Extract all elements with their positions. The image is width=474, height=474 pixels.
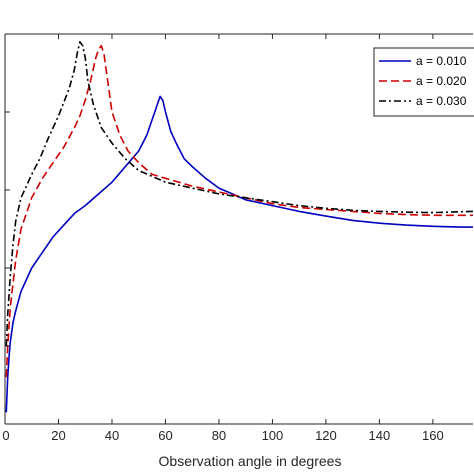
legend-label-1: a = 0.010 <box>416 54 467 68</box>
series-line-1 <box>5 95 473 413</box>
series-line-3 <box>5 40 474 347</box>
x-tick-label-100: 100 <box>262 428 284 443</box>
legend-entries: a = 0.010 a = 0.020 a = 0.030 <box>379 54 467 108</box>
x-axis-label: Observation angle in degrees <box>159 453 342 469</box>
x-tick-label-160: 160 <box>422 428 444 443</box>
legend-box <box>373 47 474 117</box>
x-tick-label-120: 120 <box>315 428 337 443</box>
x-tick-label-20: 20 <box>51 428 65 443</box>
x-tick-label-80: 80 <box>212 428 226 443</box>
legend-label-2: a = 0.020 <box>416 74 467 88</box>
axis-layer <box>4 33 473 425</box>
legend-label-3: a = 0.030 <box>416 94 467 108</box>
x-axis-ticks: 0 20 40 60 80 100 120 140 160 <box>2 34 444 443</box>
x-tick-label-60: 60 <box>158 428 172 443</box>
x-tick-label-40: 40 <box>105 428 119 443</box>
series-layer <box>5 40 474 413</box>
x-tick-label-0: 0 <box>2 428 9 443</box>
legend: a = 0.010 a = 0.020 a = 0.030 <box>373 47 474 117</box>
x-tick-label-140: 140 <box>369 428 391 443</box>
